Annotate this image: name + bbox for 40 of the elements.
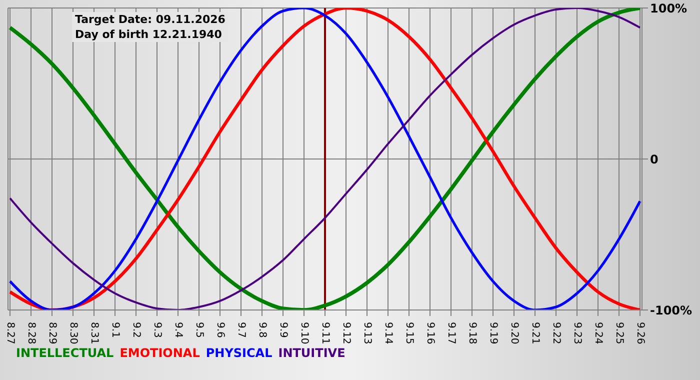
x-tick-label: 9.7 xyxy=(236,322,246,338)
y-tick-label: 100% xyxy=(650,1,688,16)
annotation: Target Date: 09.11.2026 xyxy=(75,12,226,27)
x-tick-label: 9.1 xyxy=(110,322,120,338)
x-tick-label: 9.16 xyxy=(424,322,436,344)
x-tick-label: 9.26 xyxy=(634,322,646,344)
x-tick-label: 9.2 xyxy=(130,322,142,338)
x-tick-label: 8.31 xyxy=(88,322,100,344)
x-tick-label: 9.23 xyxy=(572,322,582,344)
x-tick-label: 9.18 xyxy=(466,322,478,344)
text: PHYSICAL xyxy=(206,346,272,360)
x-tick-label: 9.5 xyxy=(194,322,204,338)
x-tick-label: 9.14 xyxy=(382,322,394,344)
text: INTELLECTUAL xyxy=(16,346,114,360)
x-tick-label: 9.22 xyxy=(550,322,562,344)
x-tick-label: 9.3 xyxy=(152,322,162,338)
text: INTUITIVE xyxy=(278,346,346,360)
x-tick-label: 9.10 xyxy=(298,322,310,344)
x-tick-label: 9.9 xyxy=(278,322,288,338)
y-tick-label: 0 xyxy=(650,152,658,166)
x-tick-label: 9.8 xyxy=(256,322,268,338)
x-tick-label: 9.20 xyxy=(508,322,520,344)
y-tick-label: -100% xyxy=(650,303,692,318)
x-tick-label: 9.24 xyxy=(592,322,604,344)
x-tick-label: 8.30 xyxy=(68,322,78,344)
x-tick-label: 9.11 xyxy=(320,322,330,344)
x-tick-label: 9.6 xyxy=(214,322,226,338)
x-tick-label: 9.15 xyxy=(404,322,414,344)
x-tick-label: 9.13 xyxy=(362,322,372,344)
text: EMOTIONAL xyxy=(120,346,200,360)
x-tick-label: 9.12 xyxy=(340,322,352,344)
x-tick-label: 9.4 xyxy=(172,322,184,338)
x-tick-label: 9.25 xyxy=(614,322,624,344)
x-tick-label: 8.29 xyxy=(46,322,58,344)
x-tick-label: 9.19 xyxy=(488,322,498,344)
x-tick-label: 8.27 xyxy=(4,322,16,344)
x-tick-label: 9.17 xyxy=(446,322,456,344)
annotation: Day of birth 12.21.1940 xyxy=(75,27,223,42)
x-tick-label: 8.28 xyxy=(26,322,36,344)
x-tick-label: 9.21 xyxy=(530,322,540,344)
